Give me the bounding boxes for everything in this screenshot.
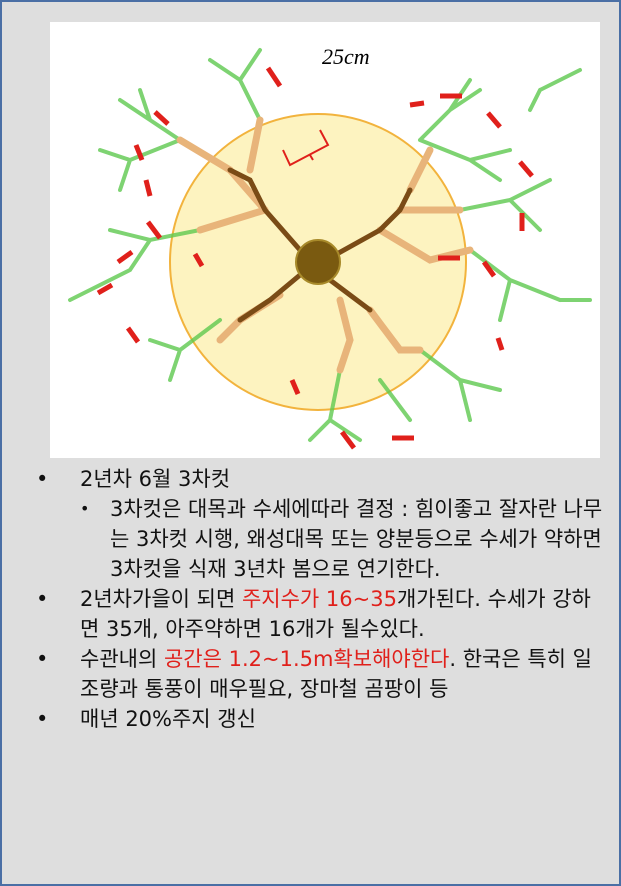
sub-bullet: 3차컷은 대목과 수세에따라 결정 : 힘이좋고 잘자란 나무는 3차컷 시행,… [80, 494, 608, 584]
bullet: 수관내의 공간은 1.2~1.5m확보해야한다. 한국은 특히 일조량과 통풍이… [26, 644, 608, 704]
bullet: 2년차 6월 3차컷 3차컷은 대목과 수세에따라 결정 : 힘이좋고 잘자란 … [26, 464, 608, 584]
measure-label: 25cm [322, 44, 370, 70]
bullet-text: 수관내의 [80, 647, 164, 671]
diagram-drawing [50, 22, 600, 458]
bullet: 매년 20%주지 갱신 [26, 704, 608, 734]
bullet: 2년차가을이 되면 주지수가 16~35개가된다. 수세가 강하면 35개, 아… [26, 584, 608, 644]
bullet-text: 매년 20%주지 갱신 [80, 707, 256, 731]
highlight-text: 주지수가 16~35 [242, 587, 397, 611]
bullet-text: 2년차가을이 되면 [80, 587, 242, 611]
slide: 25cm 2년차 6월 3차컷 3차컷은 대목과 수세에따라 결정 : 힘이좋고… [0, 0, 621, 886]
bullet-list: 2년차 6월 3차컷 3차컷은 대목과 수세에따라 결정 : 힘이좋고 잘자란 … [26, 464, 608, 734]
highlight-text: 공간은 1.2~1.5m확보해야한다 [164, 647, 449, 671]
bullet-text: 3차컷은 대목과 수세에따라 결정 : 힘이좋고 잘자란 나무는 3차컷 시행,… [110, 497, 602, 581]
bullet-text: 2년차 6월 3차컷 [80, 467, 230, 491]
pruning-diagram: 25cm [50, 22, 600, 458]
